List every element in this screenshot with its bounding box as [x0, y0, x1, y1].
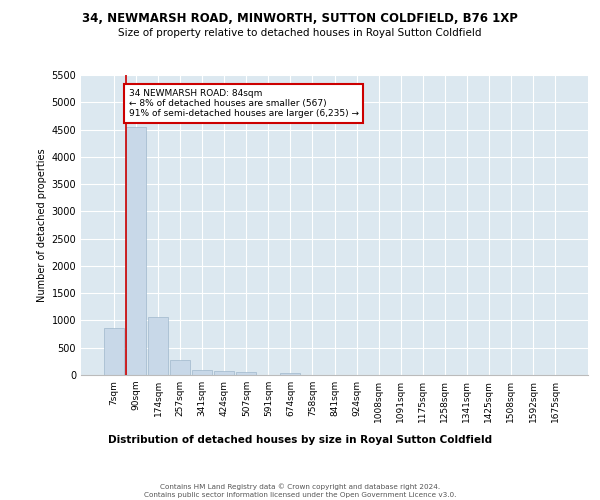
Text: 34, NEWMARSH ROAD, MINWORTH, SUTTON COLDFIELD, B76 1XP: 34, NEWMARSH ROAD, MINWORTH, SUTTON COLD…: [82, 12, 518, 26]
Bar: [148, 316, 168, 375]
Bar: [236, 372, 256, 375]
Text: Contains HM Land Registry data © Crown copyright and database right 2024.
Contai: Contains HM Land Registry data © Crown c…: [144, 484, 456, 498]
Bar: [192, 370, 212, 375]
Bar: [170, 360, 190, 375]
Bar: [280, 373, 301, 375]
Y-axis label: Number of detached properties: Number of detached properties: [37, 148, 47, 302]
Bar: [214, 371, 234, 375]
Bar: [126, 127, 146, 375]
Text: 34 NEWMARSH ROAD: 84sqm
← 8% of detached houses are smaller (567)
91% of semi-de: 34 NEWMARSH ROAD: 84sqm ← 8% of detached…: [129, 88, 359, 118]
Text: Distribution of detached houses by size in Royal Sutton Coldfield: Distribution of detached houses by size …: [108, 435, 492, 445]
Bar: [104, 328, 124, 375]
Text: Size of property relative to detached houses in Royal Sutton Coldfield: Size of property relative to detached ho…: [118, 28, 482, 38]
